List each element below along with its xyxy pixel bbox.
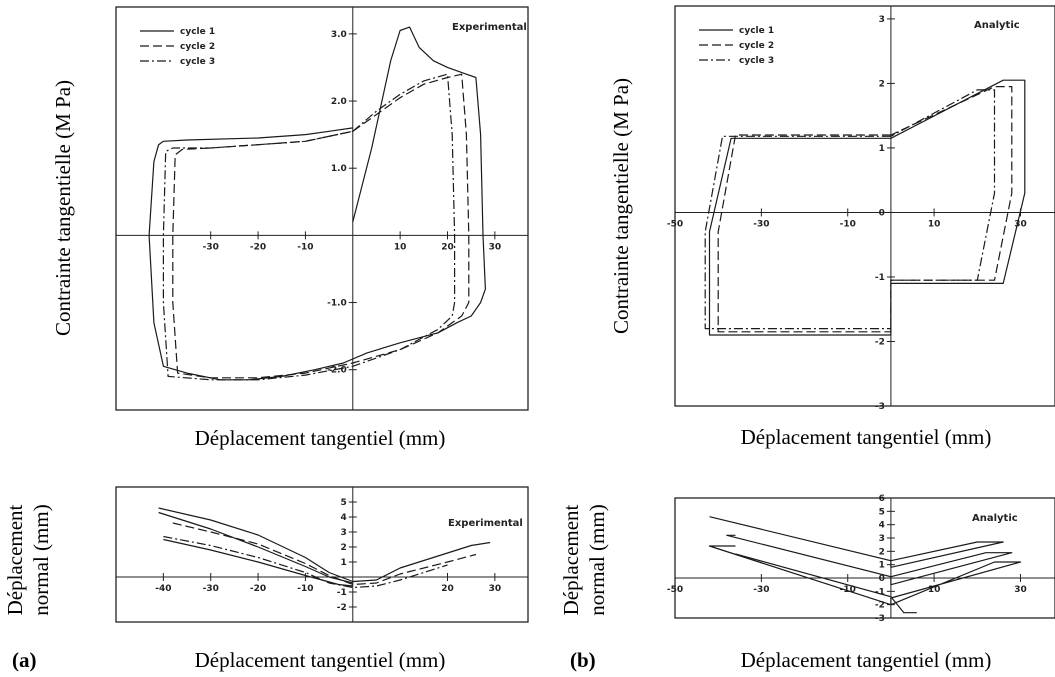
y-tick-label: 5 xyxy=(341,498,347,508)
y-tick-label: 3 xyxy=(879,534,885,544)
plot-frame xyxy=(674,5,1055,407)
legend-label: cycle 1 xyxy=(180,27,215,37)
y-tick-label: -1.0 xyxy=(327,299,347,309)
x-tick-label: -30 xyxy=(203,584,219,594)
x-tick-label: 30 xyxy=(489,242,502,252)
y-tick-label: -2.0 xyxy=(327,366,347,376)
y-tick-label: -1 xyxy=(875,587,885,597)
y-tick-label: -3 xyxy=(875,402,885,412)
x-tick-label: -10 xyxy=(297,584,313,594)
legend-label: cycle 3 xyxy=(180,57,215,67)
series-line xyxy=(158,511,353,584)
x-axis-label: Déplacement tangentiel (mm) xyxy=(195,648,446,672)
y-tick-label: 1 xyxy=(341,558,347,568)
series-line xyxy=(708,79,1026,336)
y-tick-label: 2.0 xyxy=(331,97,347,107)
y-tick-label: -2 xyxy=(875,337,885,347)
legend-label: cycle 1 xyxy=(739,26,774,36)
y-tick-label: 3 xyxy=(341,528,347,538)
y-tick-label: 3.0 xyxy=(331,30,347,40)
y-tick-label: 0 xyxy=(879,574,885,584)
y-tick-label: 1 xyxy=(879,144,885,154)
y-tick-label: -1 xyxy=(875,273,885,283)
panel-label-a: (a) xyxy=(12,648,37,672)
series-line xyxy=(163,535,448,589)
y-tick-label: 2 xyxy=(879,547,885,557)
x-tick-label: -50 xyxy=(667,219,683,229)
chart-b-top: Analytic Contrainte tangentielle (M Pa) … xyxy=(609,5,1055,449)
x-tick-label: 30 xyxy=(1014,219,1027,229)
series-line xyxy=(709,516,1004,568)
x-tick-label: -40 xyxy=(155,584,171,594)
panel-label-b: (b) xyxy=(570,648,596,672)
legend-label: cycle 2 xyxy=(180,42,215,52)
x-axis-label: Déplacement tangentiel (mm) xyxy=(741,425,992,449)
series-line xyxy=(163,538,353,587)
y-tick-label: -2 xyxy=(337,603,347,613)
y-axis-label: Contrainte tangentielle (M Pa) xyxy=(51,80,75,336)
y-axis-label-line-1: Déplacement xyxy=(559,504,583,615)
y-tick-label: -1 xyxy=(337,588,347,598)
series-line xyxy=(148,26,486,381)
series-line xyxy=(717,85,1013,333)
chart-a-top: Experimental Contrainte tangentielle (M … xyxy=(51,6,529,450)
y-tick-label: -3 xyxy=(875,614,885,624)
chart-title: Experimental xyxy=(452,22,527,33)
x-tick-label: 10 xyxy=(394,242,407,252)
y-tick-label: -2 xyxy=(875,601,885,611)
x-tick-label: -20 xyxy=(250,242,266,252)
y-axis-label: Contrainte tangentielle (M Pa) xyxy=(609,78,633,334)
x-tick-label: -30 xyxy=(753,585,769,595)
x-tick-label: -20 xyxy=(250,584,266,594)
x-tick-label: -30 xyxy=(753,219,769,229)
y-tick-label: 0 xyxy=(879,208,885,218)
x-tick-label: 30 xyxy=(489,584,502,594)
x-axis-label: Déplacement tangentiel (mm) xyxy=(195,426,446,450)
series-line xyxy=(735,553,917,614)
legend-label: cycle 2 xyxy=(739,41,774,51)
chart-title: Experimental xyxy=(448,518,523,529)
chart-title: Analytic xyxy=(974,20,1020,31)
x-tick-label: -10 xyxy=(840,219,856,229)
series-line xyxy=(172,73,470,379)
y-axis-label-line-1: Déplacement xyxy=(3,504,27,615)
x-tick-label: 10 xyxy=(928,219,941,229)
y-tick-label: 6 xyxy=(879,494,885,504)
chart-title: Analytic xyxy=(972,513,1018,524)
chart-a-bottom: Experimental Déplacement normal (mm) Dép… xyxy=(3,486,529,672)
y-tick-label: 5 xyxy=(879,507,885,517)
y-tick-label: 4 xyxy=(341,513,347,523)
x-axis-label: Déplacement tangentiel (mm) xyxy=(741,648,992,672)
legend-label: cycle 3 xyxy=(739,56,774,66)
y-tick-label: 1.0 xyxy=(331,164,347,174)
y-axis-label-line-2: normal (mm) xyxy=(585,504,609,615)
x-tick-label: 10 xyxy=(928,585,941,595)
plot-frame xyxy=(115,6,529,411)
x-tick-label: -10 xyxy=(297,242,313,252)
series-line xyxy=(172,522,477,586)
y-tick-label: 4 xyxy=(879,521,885,531)
plot-frame xyxy=(674,497,1055,619)
series-line xyxy=(726,534,1013,586)
y-tick-label: 1 xyxy=(879,561,885,571)
x-tick-label: -10 xyxy=(840,585,856,595)
chart-b-bottom: Analytic Déplacement normal (mm) Déplace… xyxy=(559,494,1055,672)
x-tick-label: 30 xyxy=(1014,585,1027,595)
y-tick-label: 2 xyxy=(341,543,347,553)
y-tick-label: 3 xyxy=(879,15,885,25)
series-line xyxy=(704,89,996,330)
x-tick-label: -50 xyxy=(667,585,683,595)
x-tick-label: 20 xyxy=(441,242,454,252)
x-tick-label: 20 xyxy=(441,584,454,594)
y-axis-label-line-2: normal (mm) xyxy=(29,504,53,615)
series-line xyxy=(162,73,456,381)
series-line xyxy=(158,507,491,583)
y-tick-label: 2 xyxy=(879,79,885,89)
x-tick-label: -30 xyxy=(203,242,219,252)
plot-frame xyxy=(115,486,529,623)
